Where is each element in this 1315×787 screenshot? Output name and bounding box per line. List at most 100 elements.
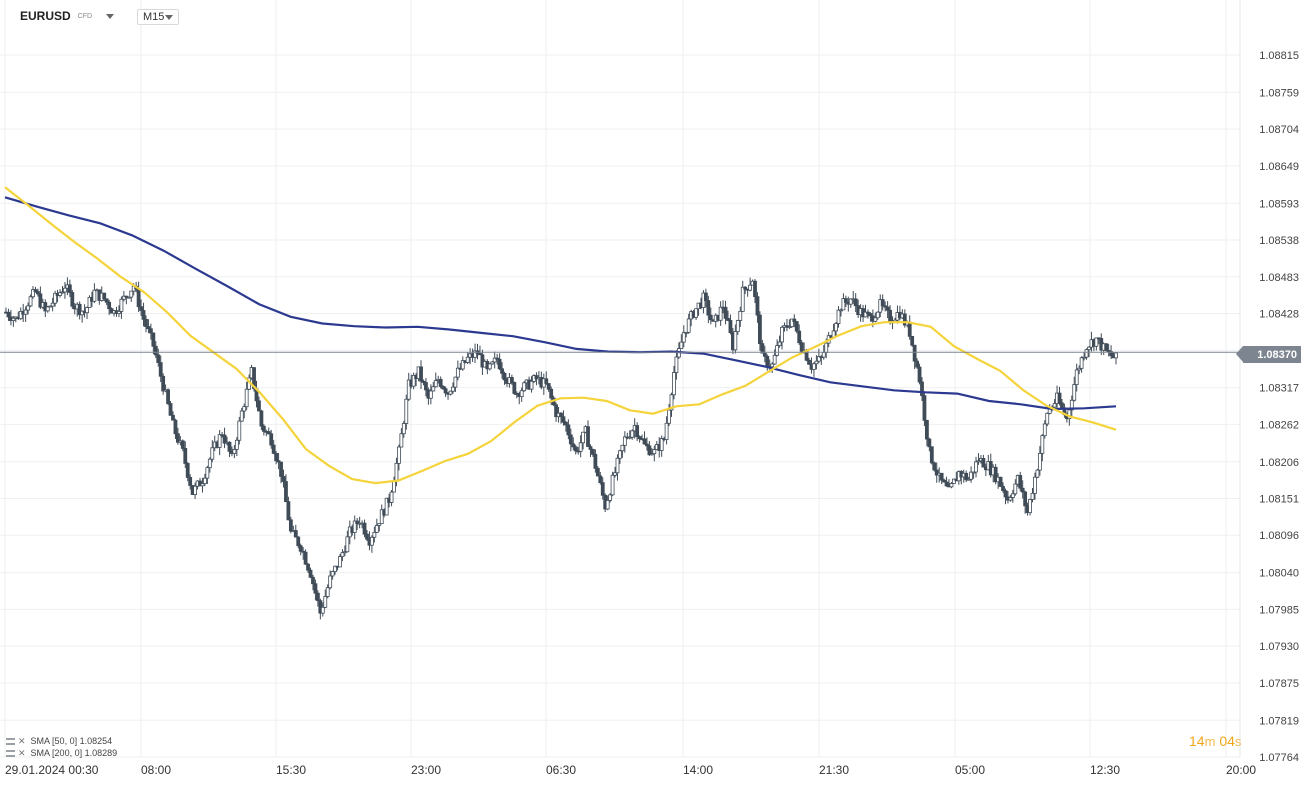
candle [927, 437, 932, 452]
candle [296, 536, 301, 549]
candle-body [753, 280, 757, 298]
candle-body [293, 530, 298, 538]
candle-body [296, 536, 301, 547]
candle-body [284, 481, 288, 503]
candle-body [453, 376, 458, 388]
candle [645, 437, 649, 451]
candle [1013, 479, 1018, 496]
candle-body [1040, 435, 1045, 454]
candle [814, 355, 819, 370]
candle-body [672, 372, 676, 396]
candle-body [568, 434, 573, 445]
candle-body [679, 341, 684, 349]
candle [342, 545, 347, 557]
legend-sma-50[interactable]: ✕ SMA [50, 0] 1.08254 [6, 735, 117, 747]
candle [352, 515, 357, 540]
candle-body [87, 296, 92, 308]
x-tick-label: 23:00 [411, 763, 441, 777]
indicator-settings-icon[interactable] [6, 737, 15, 745]
candle [605, 495, 610, 511]
candle [53, 290, 58, 307]
candle-body [183, 448, 188, 464]
candle-body [1069, 399, 1074, 411]
candle [652, 445, 657, 462]
indicator-settings-icon[interactable] [6, 749, 15, 757]
candle-countdown: 14m 04s [1189, 733, 1241, 749]
candle [608, 493, 613, 503]
candle-body [1035, 469, 1040, 478]
y-tick-label: 1.07930 [1259, 641, 1299, 653]
candle-body [885, 306, 890, 311]
candle [33, 286, 38, 293]
candle-body [33, 289, 38, 292]
candle-body [166, 389, 170, 404]
candle [144, 315, 148, 333]
candle-body [853, 298, 858, 307]
candle [942, 478, 946, 483]
candle [1069, 395, 1074, 418]
candle [205, 465, 210, 484]
candle-body [598, 475, 603, 484]
candle [411, 372, 416, 390]
candle [497, 353, 502, 371]
candle [500, 362, 504, 379]
candle [780, 325, 784, 350]
candle [635, 422, 640, 441]
candle-body [144, 318, 148, 327]
candle-body [834, 323, 838, 332]
candle [586, 420, 590, 447]
candle-body [1013, 483, 1018, 495]
candle [281, 469, 286, 488]
chevron-down-icon[interactable] [106, 13, 115, 19]
candle [799, 339, 804, 353]
y-tick-label: 1.07875 [1259, 678, 1299, 690]
candle [728, 314, 733, 335]
candle-body [944, 481, 949, 487]
candle-body [605, 500, 610, 510]
candle [63, 282, 67, 299]
candle [242, 403, 247, 419]
candle-body [139, 306, 143, 311]
candle-body [917, 366, 922, 383]
candle-body [974, 461, 978, 473]
candle-body [1018, 475, 1023, 489]
candle-body [438, 378, 443, 387]
candle-body [934, 469, 939, 476]
candle [308, 567, 313, 579]
candle [284, 474, 288, 503]
candle [6, 308, 11, 321]
close-icon[interactable]: ✕ [18, 748, 26, 758]
candle-body [237, 420, 242, 441]
candle [173, 418, 178, 439]
candle [1079, 356, 1084, 373]
candle-body [203, 477, 207, 485]
candle-body [320, 606, 325, 614]
candle [293, 524, 298, 538]
candle-body [141, 310, 146, 320]
candle-body [124, 295, 129, 298]
candle-body [156, 354, 161, 363]
candle [31, 286, 35, 299]
candle-body [686, 318, 691, 333]
candle [920, 377, 924, 401]
y-tick-label: 1.08593 [1259, 198, 1299, 210]
candle-body [1084, 349, 1089, 358]
legend-sma-200[interactable]: ✕ SMA [200, 0] 1.08289 [6, 747, 117, 759]
candlestick-series [4, 277, 1118, 620]
candle [158, 355, 163, 383]
timeframe-dropdown[interactable]: M15 [137, 9, 179, 25]
candle [708, 307, 713, 325]
candle-body [559, 412, 563, 418]
candle-body [121, 295, 126, 300]
candle-body [546, 383, 551, 390]
close-icon[interactable]: ✕ [18, 736, 26, 746]
instrument-selector[interactable]: EURUSD CFD [20, 9, 115, 23]
candle-body [60, 291, 65, 294]
candle [318, 598, 323, 620]
candle [502, 371, 507, 385]
candle-body [303, 551, 308, 565]
candle [180, 439, 185, 452]
candle-body [932, 462, 937, 471]
candle [964, 470, 969, 483]
